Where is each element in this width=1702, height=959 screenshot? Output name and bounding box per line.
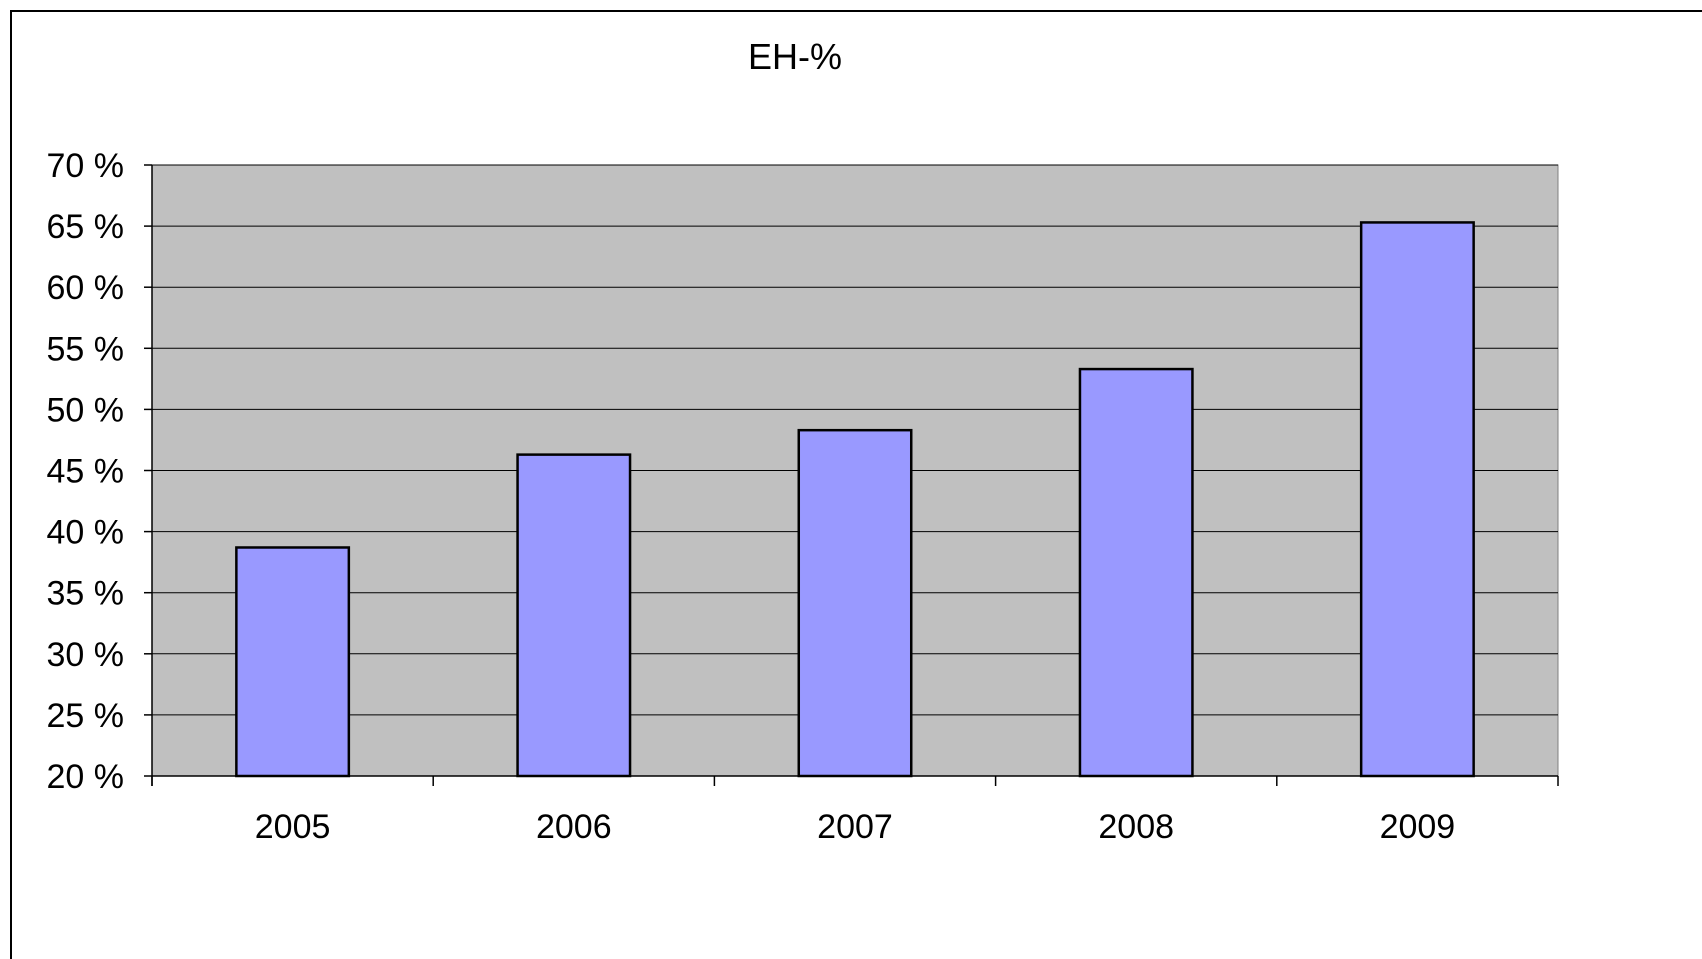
chart-title: EH-%	[747, 36, 842, 77]
bar-2006	[516, 453, 632, 778]
y-tick-label: 40 %	[47, 514, 125, 552]
plot-area: 20 % 25 % 30 % 35 % 40 % 45 % 50 % 55 % 60 % 65 %…	[47, 147, 1559, 846]
y-tick-label: 70 %	[47, 147, 125, 185]
bar-2007	[797, 428, 913, 778]
y-tick-label: 20 %	[47, 758, 125, 796]
y-tick-label: 35 %	[47, 575, 125, 613]
x-tick-label: 2008	[1098, 808, 1174, 846]
y-tick-label: 60 %	[47, 269, 125, 307]
y-tick-label: 45 %	[47, 453, 125, 491]
x-tick-label: 2009	[1380, 808, 1456, 846]
x-tick-label: 2006	[536, 808, 612, 846]
x-tick-label: 2005	[255, 808, 331, 846]
y-tick-label: 65 %	[47, 208, 125, 246]
y-tick-label: 50 %	[47, 391, 125, 429]
y-tick-label: 55 %	[47, 330, 125, 368]
x-tick-label: 2007	[817, 808, 893, 846]
bar-2005	[235, 546, 351, 778]
y-tick-label: 30 %	[47, 636, 125, 674]
bar-2009	[1359, 221, 1475, 778]
bar-2008	[1078, 367, 1194, 778]
y-tick-label: 25 %	[47, 697, 125, 735]
